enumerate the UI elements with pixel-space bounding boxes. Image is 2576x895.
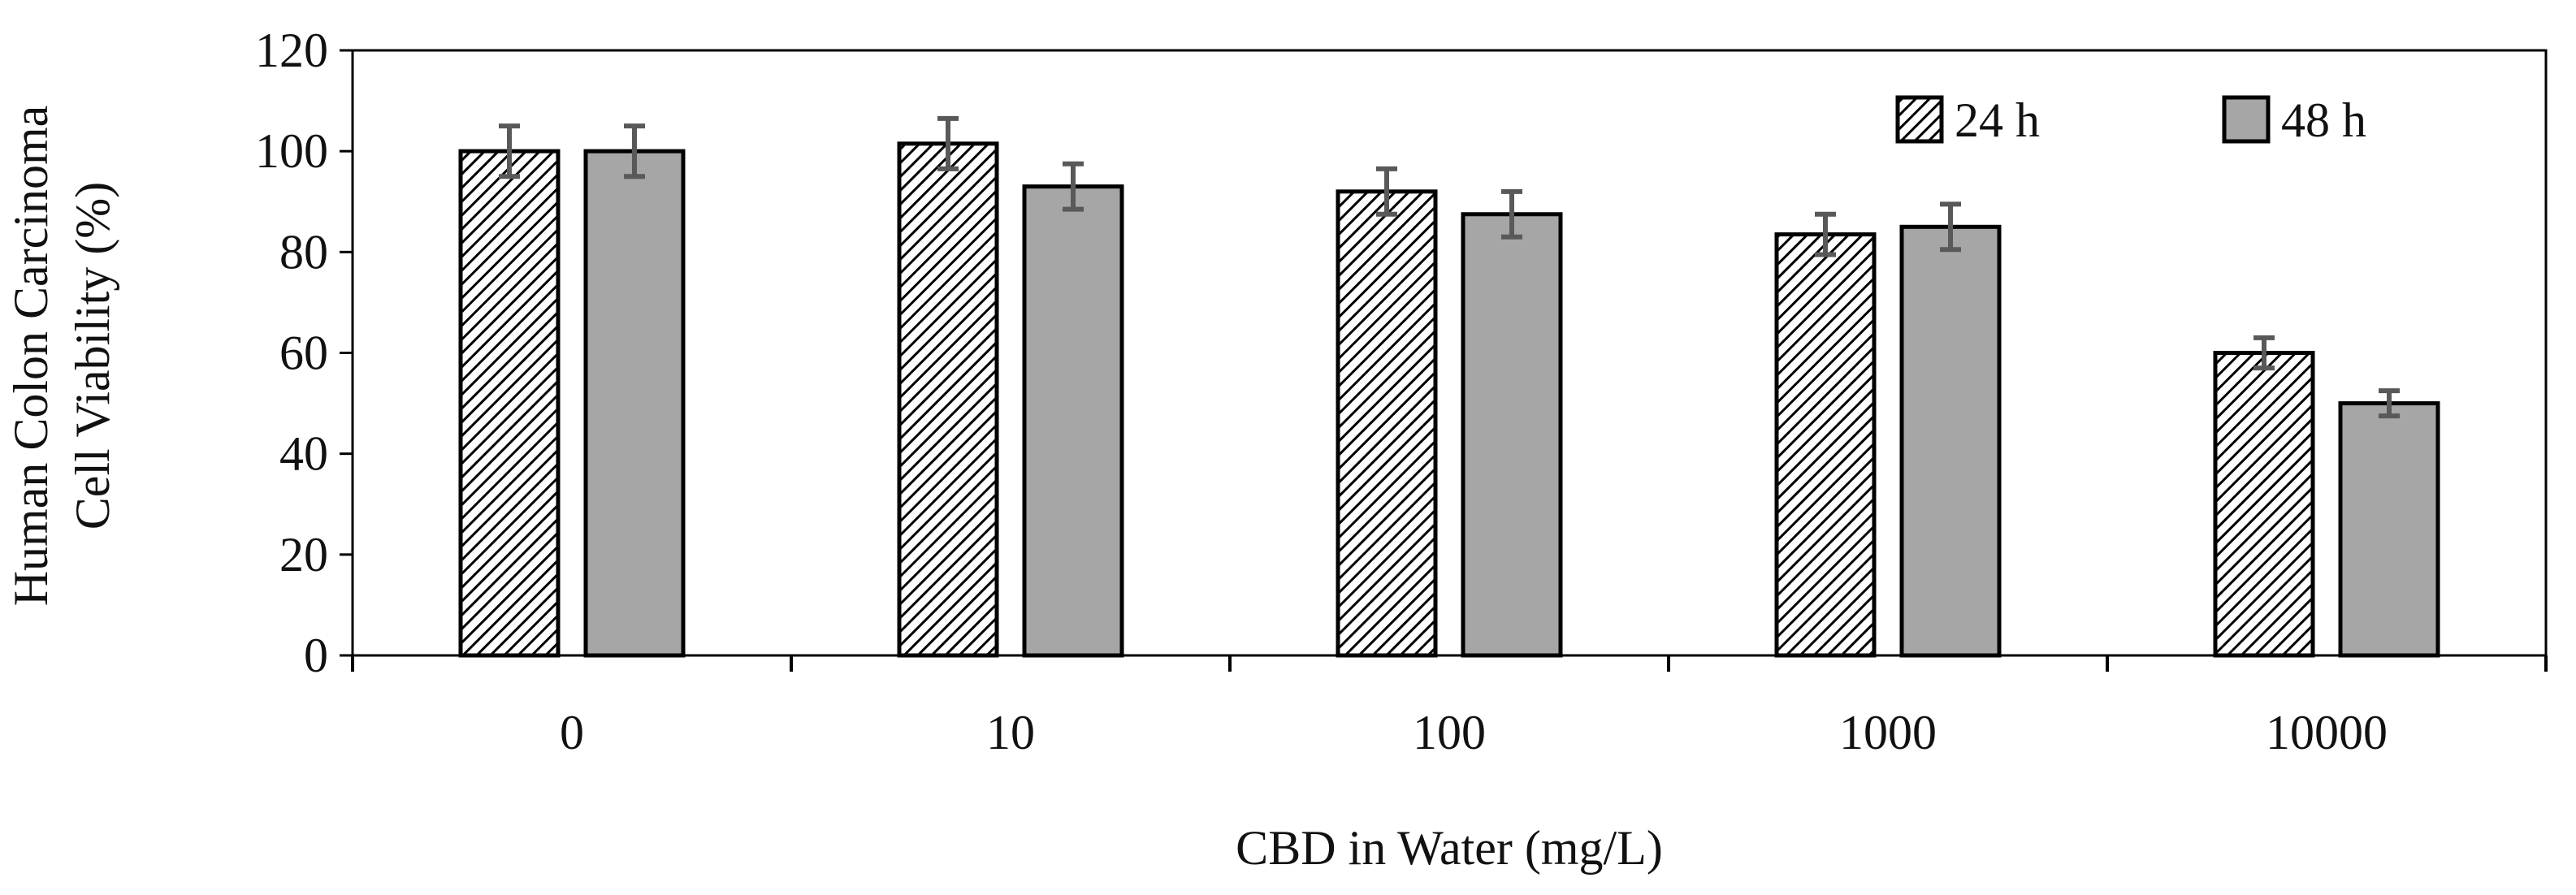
legend-label: 24 h	[1955, 93, 2040, 147]
error-bar-24h-1000	[1815, 211, 1836, 257]
error-bars-layer	[499, 115, 2400, 419]
error-bar-48h-10000	[2379, 388, 2400, 419]
error-bar-24h-10000	[2253, 335, 2275, 371]
bar-24h-0	[458, 149, 561, 658]
bar-48h-100	[1461, 212, 1563, 658]
legend-swatch	[1895, 95, 1944, 144]
x-tick-label: 10	[986, 706, 1035, 759]
error-bar-24h-0	[499, 123, 520, 179]
bar-24h-1000	[1774, 232, 1877, 658]
y-tick-label: 120	[255, 24, 328, 77]
y-axis-label-line-2: Cell Viability (%)	[66, 182, 119, 530]
error-bar-24h-10	[937, 115, 959, 171]
legend-item-24h: 24 h	[1895, 93, 2040, 147]
x-axis: 0 10 100 1000 10000	[351, 655, 2548, 759]
y-tick-label: 20	[279, 528, 328, 582]
bar-48h-10	[1022, 184, 1124, 658]
y-tick-label: 40	[279, 427, 328, 481]
legend-label: 48 h	[2281, 93, 2366, 147]
x-tick-label: 10000	[2266, 706, 2388, 759]
x-tick-label: 0	[560, 706, 584, 759]
x-tick-label: 1000	[1839, 706, 1937, 759]
y-axis-label-line-1: Human Colon Carcinoma	[4, 106, 58, 607]
legend: 24 h 48 h	[1895, 93, 2366, 147]
bar-24h-10	[897, 141, 999, 658]
y-tick-label: 0	[304, 629, 328, 682]
y-tick-label: 60	[279, 326, 328, 380]
legend-swatch	[2222, 95, 2271, 144]
x-tick-label: 100	[1413, 706, 1486, 759]
y-tick-label: 80	[279, 225, 328, 279]
error-bar-48h-10	[1063, 161, 1084, 212]
error-bar-48h-1000	[1940, 201, 1961, 253]
legend-item-48h: 48 h	[2222, 93, 2366, 147]
bars-layer	[458, 141, 2440, 658]
bar-24h-10000	[2213, 351, 2315, 658]
bar-48h-0	[583, 149, 686, 658]
error-bar-48h-100	[1501, 188, 1522, 240]
bar-24h-100	[1336, 189, 1438, 658]
x-axis-label: CBD in Water (mg/L)	[1236, 821, 1663, 875]
bar-48h-1000	[1899, 224, 2002, 658]
error-bar-48h-0	[624, 123, 645, 179]
y-tick-label: 100	[255, 124, 328, 178]
error-bar-24h-100	[1376, 166, 1397, 217]
bar-48h-10000	[2338, 401, 2440, 658]
y-axis: 0 20 40 60 80 100 120	[255, 24, 353, 682]
